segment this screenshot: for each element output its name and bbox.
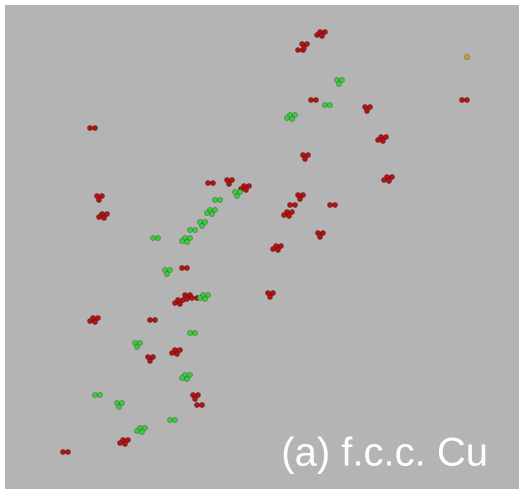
atom	[202, 296, 207, 301]
atom	[122, 441, 127, 446]
atom	[332, 202, 337, 207]
atom	[289, 116, 294, 121]
atom	[327, 202, 332, 207]
atom	[375, 137, 380, 142]
atom	[212, 197, 217, 202]
atom	[301, 45, 306, 50]
atom	[184, 376, 189, 381]
atom	[155, 235, 160, 240]
atom	[292, 202, 297, 207]
atom	[281, 212, 286, 217]
atom	[184, 239, 189, 244]
atom	[101, 215, 106, 220]
atom	[314, 32, 319, 37]
atom	[234, 193, 239, 198]
atom	[134, 428, 139, 433]
atom	[243, 187, 248, 192]
atom	[169, 350, 174, 355]
atom	[302, 156, 307, 161]
atom	[65, 449, 70, 454]
atom	[189, 295, 194, 300]
atom	[96, 197, 101, 202]
atom	[134, 344, 139, 349]
atom	[284, 115, 289, 120]
atom	[152, 317, 157, 322]
atom	[194, 402, 199, 407]
atom	[275, 247, 280, 252]
atom	[295, 47, 300, 52]
image: (a) f.c.c. Cu	[0, 0, 524, 494]
atom	[199, 223, 204, 228]
atom	[267, 294, 272, 299]
atom	[164, 271, 169, 276]
atom	[270, 246, 275, 251]
atom	[322, 102, 327, 107]
atom	[179, 238, 184, 243]
atom	[92, 125, 97, 130]
atom	[192, 396, 197, 401]
atom	[464, 54, 469, 59]
atom	[187, 227, 192, 232]
atom	[327, 102, 332, 107]
atom	[209, 211, 214, 216]
atom	[308, 97, 313, 102]
atom	[226, 181, 231, 186]
atom	[386, 178, 391, 183]
atom	[464, 97, 469, 102]
atom	[92, 319, 97, 324]
atom	[204, 210, 209, 215]
atom	[139, 429, 144, 434]
atom	[317, 234, 322, 239]
atom	[172, 417, 177, 422]
caption: (a) f.c.c. Cu	[281, 431, 488, 475]
atom	[199, 402, 204, 407]
atom	[147, 358, 152, 363]
atom	[381, 177, 386, 182]
atom	[184, 265, 189, 270]
atom	[205, 180, 210, 185]
atom	[96, 214, 101, 219]
atom	[147, 317, 152, 322]
atom	[319, 33, 324, 38]
atom	[87, 318, 92, 323]
atom	[60, 449, 65, 454]
atom	[197, 295, 202, 300]
background	[5, 5, 519, 489]
atom	[97, 392, 102, 397]
atom	[210, 180, 215, 185]
atom	[313, 97, 318, 102]
atom	[117, 440, 122, 445]
atom	[192, 330, 197, 335]
atom	[167, 417, 172, 422]
atom	[192, 227, 197, 232]
atom	[87, 125, 92, 130]
atom	[92, 392, 97, 397]
atom	[459, 97, 464, 102]
atom	[217, 197, 222, 202]
atom	[179, 375, 184, 380]
atom	[364, 108, 369, 113]
atom	[187, 330, 192, 335]
atom	[297, 196, 302, 201]
atom	[336, 81, 341, 86]
atom	[287, 202, 292, 207]
atom	[174, 351, 179, 356]
atom	[286, 213, 291, 218]
atom	[150, 235, 155, 240]
atom	[116, 404, 121, 409]
atom	[380, 138, 385, 143]
atom	[172, 300, 177, 305]
atom	[177, 301, 182, 306]
atom	[179, 265, 184, 270]
